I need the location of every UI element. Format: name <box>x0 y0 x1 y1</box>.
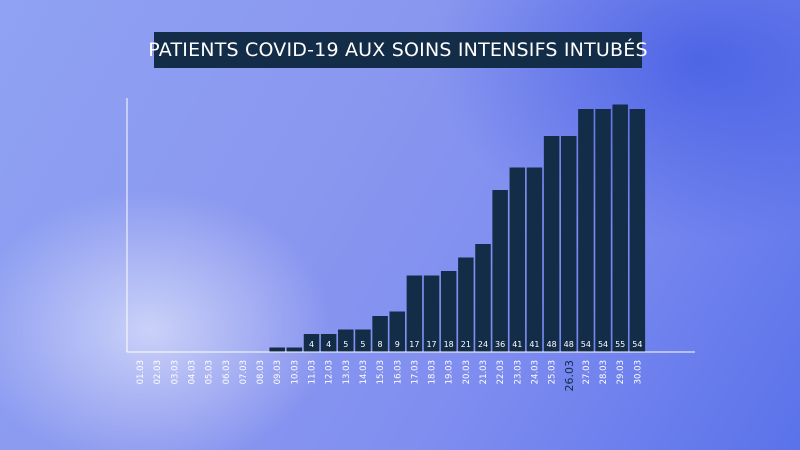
x-tick-label-21.03: 21.03 <box>479 360 489 384</box>
data-label-14.03: 5 <box>360 340 365 349</box>
x-tick-label-17.03: 17.03 <box>410 360 420 384</box>
x-tick-label-01.03: 01.03 <box>136 360 146 384</box>
bar-14.03 <box>355 329 371 352</box>
data-label-22.03: 36 <box>495 340 505 349</box>
data-label-18.03: 17 <box>426 340 436 349</box>
x-tick-label-23.03: 23.03 <box>513 360 523 384</box>
data-label-24.03: 41 <box>529 340 539 349</box>
x-tick-label-20.03: 20.03 <box>462 360 472 384</box>
data-label-21.03: 24 <box>478 340 488 349</box>
x-tick-label-13.03: 13.03 <box>342 360 352 384</box>
x-tick-label-11.03: 11.03 <box>308 360 318 384</box>
data-label-23.03: 41 <box>512 340 522 349</box>
bar-16.03 <box>389 311 405 352</box>
x-tick-label-22.03: 22.03 <box>496 360 506 384</box>
x-tick-label-08.03: 08.03 <box>256 360 266 384</box>
bar-17.03 <box>406 275 423 352</box>
x-tick-label-18.03: 18.03 <box>428 360 438 384</box>
x-tick-label-24.03: 24.03 <box>530 360 540 384</box>
x-tick-label-10.03: 10.03 <box>290 360 300 384</box>
data-label-13.03: 5 <box>343 340 348 349</box>
data-label-20.03: 21 <box>461 340 471 349</box>
x-tick-label-30.03: 30.03 <box>633 360 643 384</box>
data-label-30.03: 54 <box>632 340 642 349</box>
data-label-27.03: 54 <box>581 340 591 349</box>
data-label-26.03: 48 <box>564 340 574 349</box>
x-tick-label-27.03: 27.03 <box>582 360 592 384</box>
data-label-16.03: 9 <box>395 340 400 349</box>
x-tick-label-09.03: 09.03 <box>273 360 283 384</box>
bar-20.03 <box>458 257 474 352</box>
bar-18.03 <box>423 275 440 352</box>
x-tick-label-16.03: 16.03 <box>393 360 403 384</box>
bar-19.03 <box>440 271 457 352</box>
x-tick-label-06.03: 06.03 <box>222 360 232 384</box>
data-label-11.03: 4 <box>309 340 314 349</box>
x-tick-label-07.03: 07.03 <box>239 360 249 384</box>
x-tick-labels-group: 01.03 02.03 03.03 04.03 05.03 06.03 07.03 08.03… <box>136 360 643 392</box>
data-label-15.03: 8 <box>378 340 383 349</box>
data-labels-group: 4 4 5 5 8 9 17 17 18 21 24 36 41 41 48 48 54 54 55 54 <box>309 340 642 349</box>
x-tick-label-15.03: 15.03 <box>376 360 386 384</box>
x-tick-label-19.03: 19.03 <box>445 360 455 384</box>
x-tick-label-25.03: 25.03 <box>548 360 558 384</box>
bar-23.03 <box>509 167 526 352</box>
bar-24.03 <box>526 167 543 352</box>
bar-22.03 <box>492 190 508 352</box>
bar-28.03 <box>595 109 611 352</box>
x-tick-label-02.03: 02.03 <box>153 360 163 384</box>
bar-11.03 <box>303 334 320 352</box>
bar-09.03 <box>269 347 285 352</box>
bar-10.03 <box>286 347 303 352</box>
data-label-12.03: 4 <box>326 340 331 349</box>
bar-13.03 <box>338 329 354 352</box>
x-tick-label-28.03: 28.03 <box>599 360 609 384</box>
data-label-17.03: 17 <box>409 340 419 349</box>
x-tick-label-04.03: 04.03 <box>187 360 197 384</box>
bars-group <box>269 104 646 352</box>
data-label-25.03: 48 <box>547 340 557 349</box>
data-label-19.03: 18 <box>444 340 454 349</box>
bar-29.03 <box>612 104 628 352</box>
data-label-28.03: 54 <box>598 340 608 349</box>
data-label-29.03: 55 <box>615 340 625 349</box>
bar-26.03 <box>561 136 577 352</box>
chart-title: PATIENTS COVID-19 AUX SOINS INTENSIFS IN… <box>148 32 648 68</box>
x-tick-label-12.03: 12.03 <box>325 360 335 384</box>
x-tick-label-26.03: 26.03 <box>563 360 576 392</box>
bar-21.03 <box>475 244 491 352</box>
bar-30.03 <box>629 109 646 352</box>
bar-25.03 <box>543 136 560 352</box>
bar-15.03 <box>372 316 388 352</box>
x-tick-label-03.03: 03.03 <box>170 360 180 384</box>
bar-12.03 <box>320 334 337 352</box>
x-tick-label-05.03: 05.03 <box>205 360 215 384</box>
x-tick-label-14.03: 14.03 <box>359 360 369 384</box>
bar-27.03 <box>578 109 594 352</box>
x-tick-label-29.03: 29.03 <box>616 360 626 384</box>
